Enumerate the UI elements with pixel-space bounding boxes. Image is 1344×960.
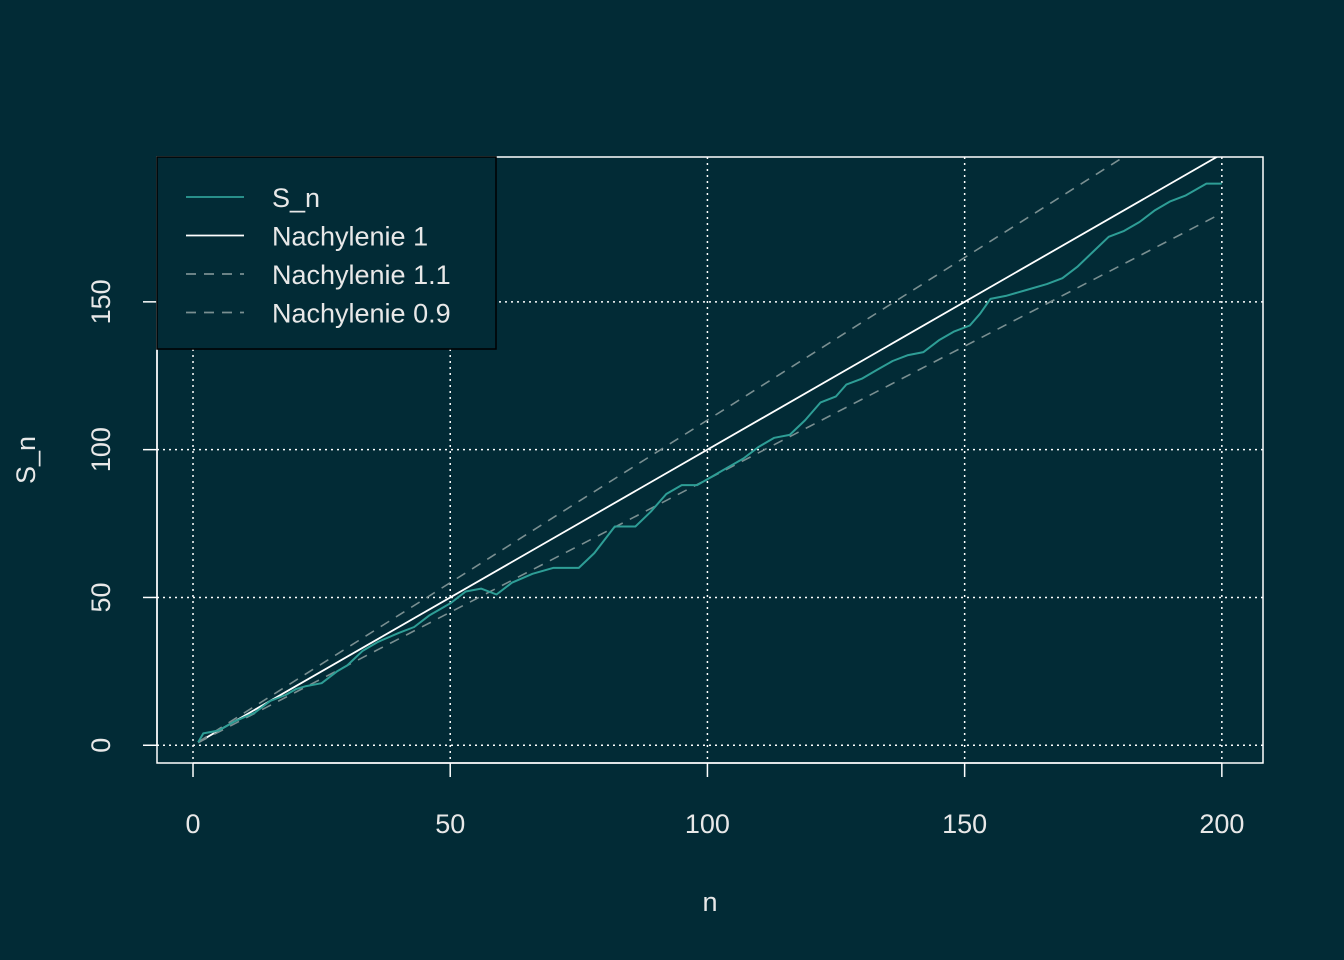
y-axis-label: S_n <box>11 436 41 484</box>
y-tick-label-3: 150 <box>86 279 116 324</box>
x-tick-label-3: 150 <box>942 809 987 839</box>
x-axis: 0 50 100 150 200 <box>185 762 1244 839</box>
legend-box <box>156 156 497 350</box>
series-layer <box>197 157 1223 744</box>
legend-label-2: Nachylenie 1.1 <box>272 260 451 290</box>
y-axis: 0 50 100 150 <box>86 279 158 753</box>
series-line-nachylenie-1-1 <box>197 157 1126 743</box>
legend-label-1: Nachylenie 1 <box>272 222 428 252</box>
y-tick-label-0: 0 <box>86 738 116 753</box>
y-tick-label-1: 50 <box>86 582 116 612</box>
y-tick-label-2: 100 <box>86 427 116 472</box>
x-tick-label-4: 200 <box>1199 809 1244 839</box>
x-tick-label-1: 50 <box>435 809 465 839</box>
series-line-s-n <box>197 182 1222 743</box>
x-axis-label: n <box>702 887 717 917</box>
grid <box>157 157 1263 763</box>
legend-label-3: Nachylenie 0.9 <box>272 299 451 329</box>
legend-label-0: S_n <box>272 183 320 213</box>
x-tick-label-0: 0 <box>185 809 200 839</box>
x-tick-label-2: 100 <box>685 809 730 839</box>
series-line-nachylenie-1 <box>197 157 1219 744</box>
legend: S_n Nachylenie 1 Nachylenie 1.1 Nachylenie … <box>156 156 497 350</box>
